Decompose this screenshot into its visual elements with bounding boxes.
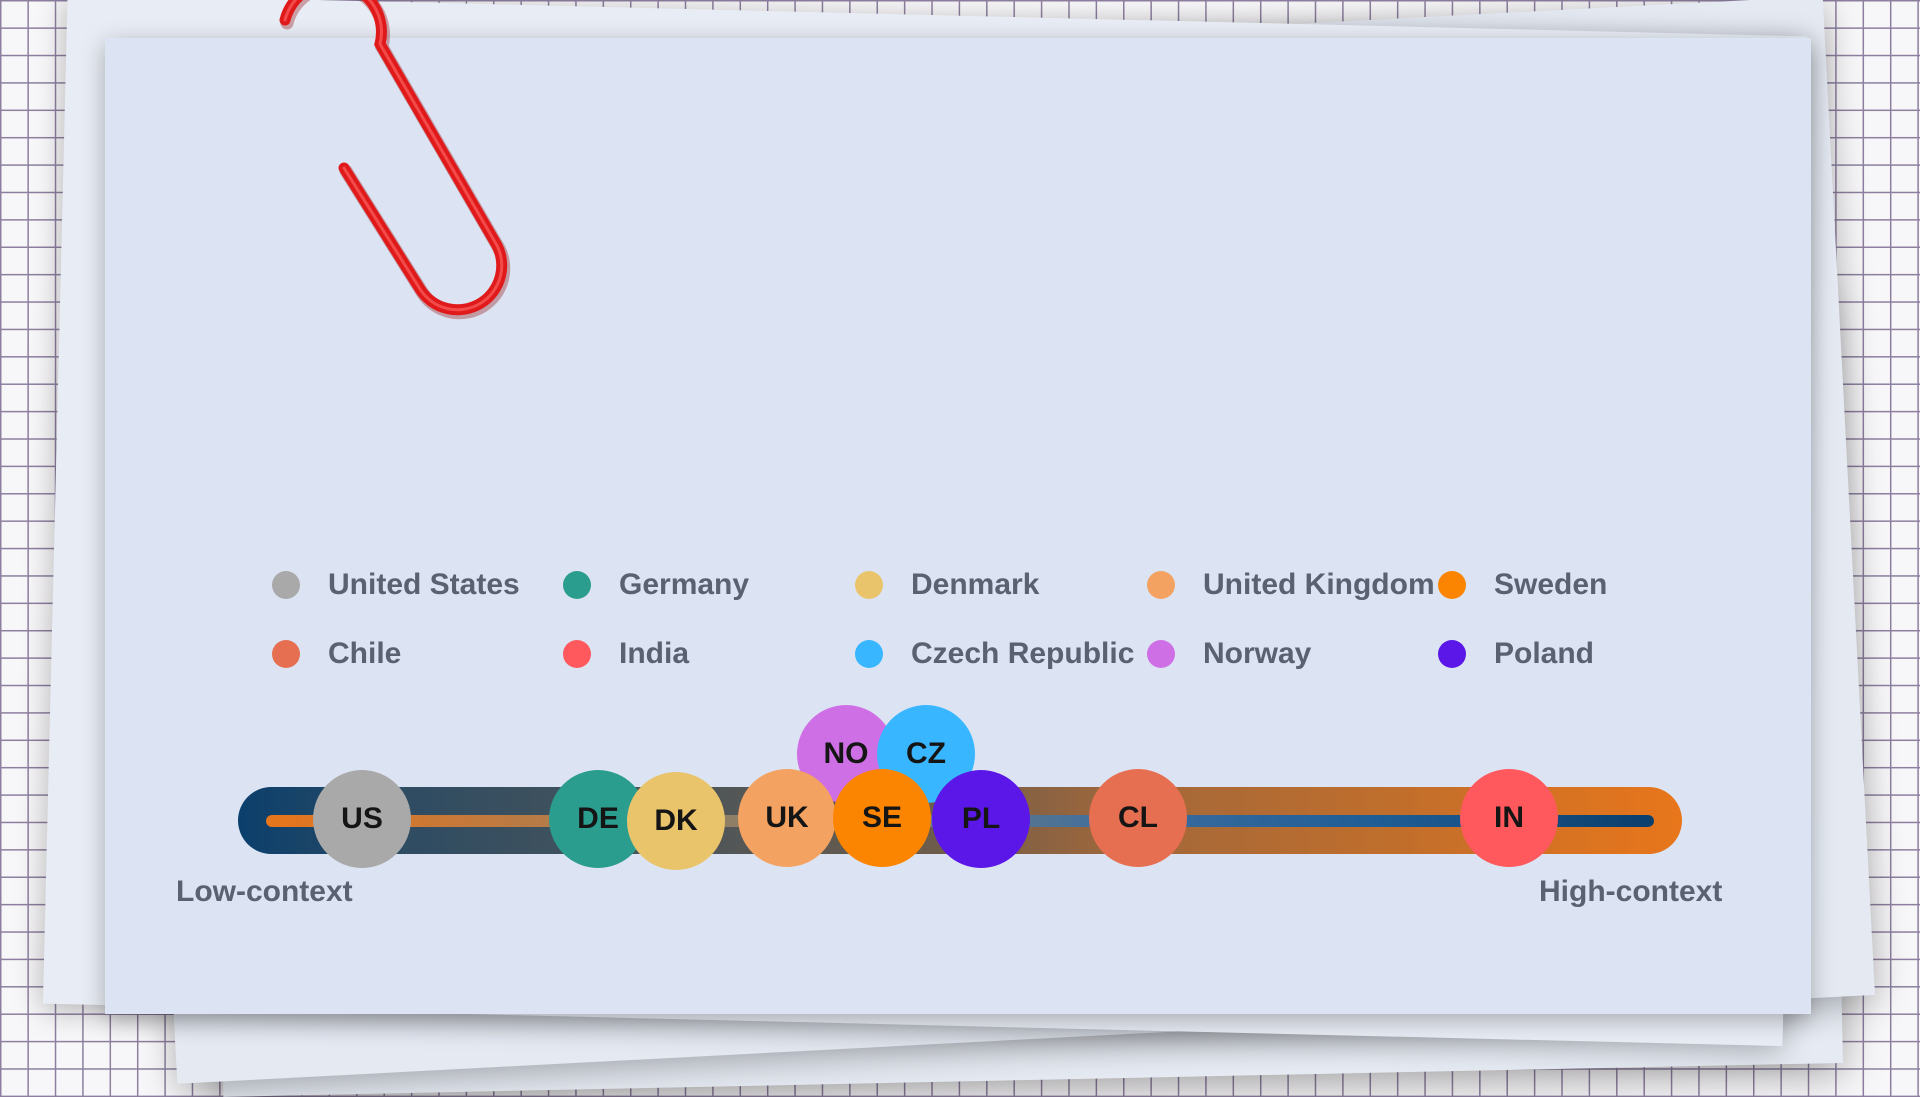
low-context-label: Low-context <box>176 875 353 908</box>
legend-dot <box>563 640 591 668</box>
legend-item: Czech Republic <box>855 634 1134 674</box>
legend-dot <box>1147 571 1175 599</box>
legend-dot <box>1438 640 1466 668</box>
legend-label: Poland <box>1494 637 1595 670</box>
legend-item: Poland <box>1438 634 1594 674</box>
legend-dot <box>272 571 300 599</box>
legend-item: Sweden <box>1438 565 1607 605</box>
legend-label: Germany <box>619 568 750 601</box>
legend-item: India <box>563 634 689 674</box>
paperclip-icon <box>279 0 511 320</box>
country-marker-pl: PL <box>932 770 1030 868</box>
legend-dot <box>855 571 883 599</box>
legend-dot <box>563 571 591 599</box>
legend-label: Chile <box>328 637 402 670</box>
legend-item: United Kingdom <box>1147 565 1435 605</box>
country-marker-us: US <box>313 770 411 868</box>
legend-item: United States <box>272 565 520 605</box>
legend-label: Sweden <box>1494 568 1608 601</box>
country-marker-cl: CL <box>1089 769 1187 867</box>
country-marker-dk: DK <box>627 772 725 870</box>
legend-dot <box>855 640 883 668</box>
legend-item: Chile <box>272 634 401 674</box>
legend-item: Denmark <box>855 565 1039 605</box>
legend-label: United Kingdom <box>1203 568 1435 601</box>
country-marker-uk: UK <box>738 769 836 867</box>
legend-dot <box>1147 640 1175 668</box>
country-marker-se: SE <box>833 769 931 867</box>
legend-label: United States <box>328 568 520 601</box>
legend-label: Czech Republic <box>911 637 1135 670</box>
country-marker-in: IN <box>1460 769 1558 867</box>
legend-dot <box>272 640 300 668</box>
legend-label: Denmark <box>911 568 1040 601</box>
legend-item: Germany <box>563 565 749 605</box>
legend-label: Norway <box>1203 637 1312 670</box>
legend-item: Norway <box>1147 634 1311 674</box>
legend-label: India <box>619 637 690 670</box>
legend-dot <box>1438 571 1466 599</box>
high-context-label: High-context <box>1539 875 1723 908</box>
